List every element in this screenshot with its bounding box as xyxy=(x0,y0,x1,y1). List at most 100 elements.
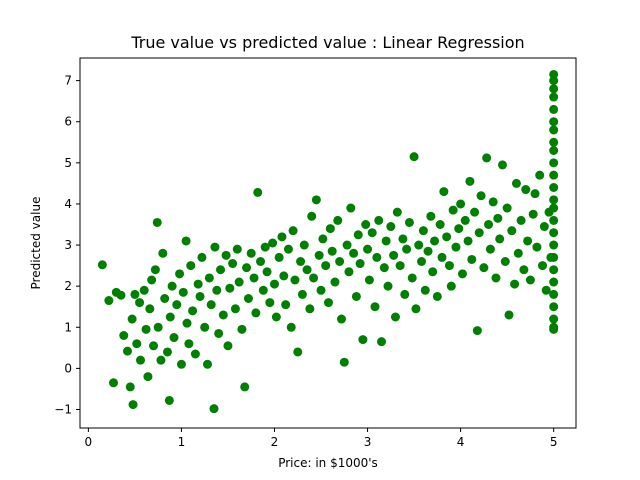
data-point xyxy=(286,322,296,332)
data-point xyxy=(325,224,335,234)
data-point xyxy=(549,117,559,127)
data-point xyxy=(109,378,118,388)
data-point xyxy=(260,242,270,252)
data-point xyxy=(402,244,412,254)
data-point xyxy=(316,285,326,295)
data-point xyxy=(327,246,337,256)
data-point xyxy=(160,294,170,303)
data-point xyxy=(202,359,212,369)
data-point xyxy=(495,234,505,244)
data-point xyxy=(479,263,489,273)
x-tick-label: 3 xyxy=(364,435,372,449)
data-point xyxy=(277,232,287,242)
data-point xyxy=(390,312,400,322)
data-point xyxy=(467,254,477,264)
x-tick-label: 1 xyxy=(178,435,186,449)
data-point xyxy=(367,228,377,238)
data-point xyxy=(444,261,454,271)
data-point xyxy=(204,273,214,283)
data-point xyxy=(97,260,107,270)
data-point xyxy=(230,304,240,314)
data-point xyxy=(417,257,427,266)
data-point xyxy=(141,324,151,334)
data-point xyxy=(135,355,145,365)
data-point xyxy=(456,199,466,209)
data-point xyxy=(288,226,298,236)
data-point xyxy=(407,273,417,283)
data-point xyxy=(145,304,155,314)
data-point xyxy=(513,248,523,258)
data-point xyxy=(246,248,256,258)
data-point xyxy=(214,328,224,338)
data-point xyxy=(538,261,547,271)
y-tick-label: 1 xyxy=(64,320,72,334)
data-point xyxy=(528,209,538,219)
data-point xyxy=(311,195,321,205)
y-tick-label: 3 xyxy=(64,238,72,252)
data-point xyxy=(423,246,433,256)
data-point xyxy=(372,252,382,262)
points-layer xyxy=(97,69,559,414)
y-tick-label: 5 xyxy=(64,156,72,170)
data-point xyxy=(314,250,324,260)
data-point xyxy=(504,310,514,320)
data-point xyxy=(507,226,517,236)
data-point xyxy=(321,261,331,271)
data-point xyxy=(361,220,371,229)
data-point xyxy=(549,252,559,262)
y-tick-label: 6 xyxy=(64,115,72,129)
data-point xyxy=(549,69,559,79)
data-point xyxy=(358,335,368,345)
data-point xyxy=(549,84,559,94)
data-point xyxy=(234,277,244,287)
data-point xyxy=(500,257,510,266)
data-point xyxy=(409,152,419,162)
data-point xyxy=(493,213,503,223)
data-point xyxy=(472,326,482,336)
data-point xyxy=(437,252,447,262)
data-point xyxy=(318,234,328,244)
data-point xyxy=(153,322,163,332)
data-point xyxy=(383,281,393,291)
data-point xyxy=(377,337,387,347)
ticks-layer: 0 1 2 3 4 5 −1 0 1 2 3 4 5 6 7 xyxy=(54,74,557,449)
data-point xyxy=(525,275,535,285)
data-point xyxy=(221,250,231,260)
data-point xyxy=(197,252,207,262)
data-point xyxy=(242,263,252,273)
data-point xyxy=(307,211,317,221)
data-point xyxy=(209,404,219,414)
data-point xyxy=(355,259,365,269)
data-point xyxy=(210,242,220,252)
data-point xyxy=(549,92,559,102)
data-point xyxy=(349,248,359,258)
data-point xyxy=(381,236,391,246)
data-point xyxy=(206,300,216,310)
data-point xyxy=(549,125,559,135)
data-point xyxy=(549,240,559,250)
data-point xyxy=(549,314,559,324)
data-point xyxy=(435,220,445,229)
data-point xyxy=(279,271,289,281)
data-point xyxy=(290,275,300,285)
data-point xyxy=(428,267,438,277)
data-point xyxy=(474,228,484,238)
data-point xyxy=(454,224,464,234)
data-point xyxy=(274,252,284,262)
data-point xyxy=(442,232,452,242)
data-point xyxy=(237,324,247,334)
data-point xyxy=(240,382,250,392)
data-point xyxy=(225,283,235,293)
data-point xyxy=(336,314,346,324)
data-point xyxy=(143,372,153,382)
x-tick-label: 4 xyxy=(457,435,465,449)
data-point xyxy=(152,217,162,227)
x-tick-label: 5 xyxy=(550,435,558,449)
data-point xyxy=(125,382,135,392)
data-point xyxy=(127,314,137,324)
data-point xyxy=(549,203,559,213)
data-point xyxy=(482,153,492,163)
data-point xyxy=(339,357,349,367)
data-point xyxy=(502,203,512,213)
data-point xyxy=(175,269,185,279)
